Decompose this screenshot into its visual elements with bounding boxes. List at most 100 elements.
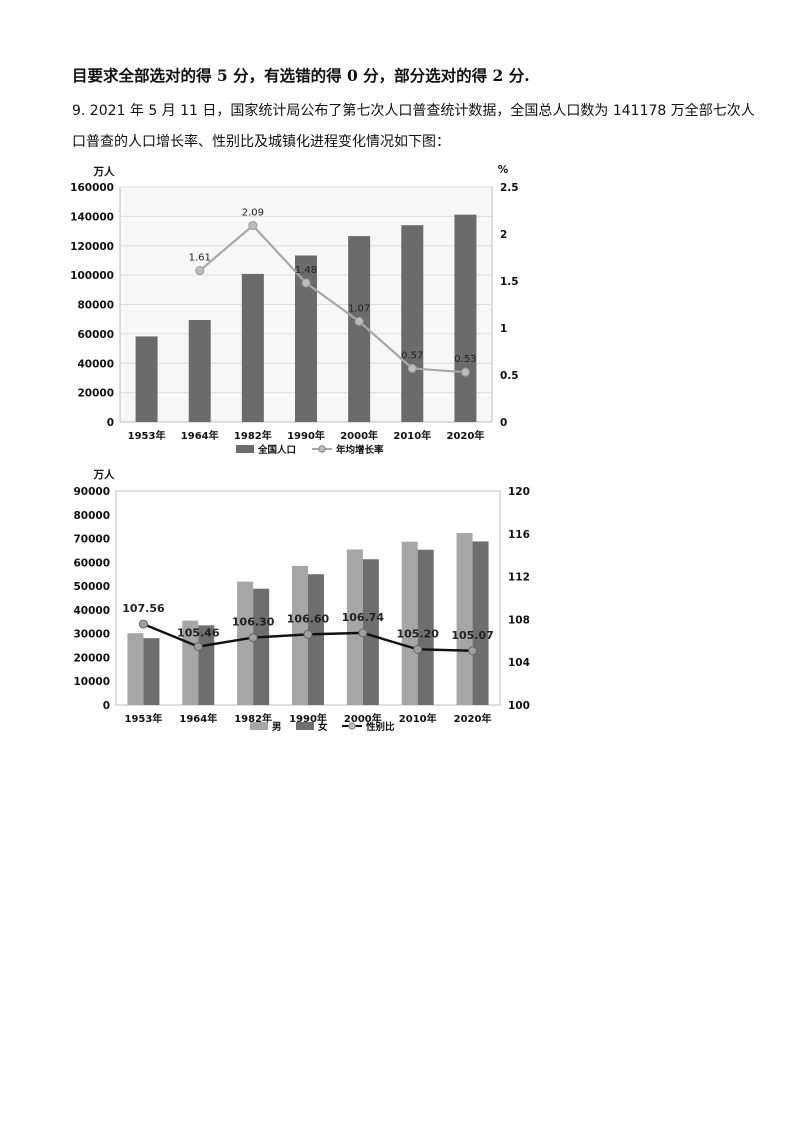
chart1-y-tick-label: 160000 xyxy=(70,182,114,194)
chart2-line-point xyxy=(138,619,148,629)
chart2-bar-1 xyxy=(346,549,363,705)
chart1-y-tick-label: 80000 xyxy=(77,300,114,312)
chart2-bar-1 xyxy=(401,541,418,705)
chart2-bar-1 xyxy=(456,533,473,705)
chart2-y-tick-label: 60000 xyxy=(73,557,110,569)
chart1-line-series xyxy=(199,224,466,374)
chart1-x-tick-label: 1964年 xyxy=(181,429,219,442)
chart1-x-tick-label: 1990年 xyxy=(287,429,325,442)
chart2-data-label: 105.07 xyxy=(451,629,493,642)
chart2-line-point xyxy=(413,644,423,654)
chart1-data-label: 1.07 xyxy=(348,303,370,314)
chart2-x-tick-label: 2010年 xyxy=(399,712,437,725)
chart1-y-tick-label: 40000 xyxy=(77,358,114,370)
chart2-bar-2 xyxy=(143,638,160,705)
chart2-legend-label: 男 xyxy=(272,722,282,733)
chart1-y-tick-label: 100000 xyxy=(70,270,114,282)
chart1-y2-tick-label: 1 xyxy=(500,323,507,335)
chart2-y-tick-label: 80000 xyxy=(73,510,110,522)
chart1-data-label: 2.09 xyxy=(242,208,264,219)
chart2-bar-2 xyxy=(472,541,489,705)
chart2-y2-tick-label: 112 xyxy=(508,572,530,584)
chart2-legend-marker xyxy=(348,722,356,730)
chart1-x-tick-label: 1982年 xyxy=(234,429,272,442)
chart2-x-tick-label: 1990年 xyxy=(289,712,327,725)
chart1-y-tick-label: 140000 xyxy=(70,211,114,223)
chart1-line-point xyxy=(248,221,258,231)
chart1-bar-1 xyxy=(454,214,477,422)
chart2-bar-2 xyxy=(308,574,324,705)
chart1-x-tick-label: 1953年 xyxy=(128,429,166,442)
chart1-bar-1 xyxy=(295,255,317,422)
chart2-bar-2 xyxy=(362,559,379,705)
chart1-line-point xyxy=(407,363,417,373)
chart1-bar-1 xyxy=(135,336,158,422)
chart1-line-point xyxy=(354,316,364,326)
chart1-line-point xyxy=(460,367,470,377)
chart1-data-label: 0.57 xyxy=(401,350,423,361)
chart2-y2-tick-label: 108 xyxy=(508,614,530,626)
chart1-bar-1 xyxy=(241,273,264,422)
chart1-y2-tick-label: 0.5 xyxy=(500,370,519,382)
chart2-data-label: 106.74 xyxy=(342,611,385,624)
chart1-data-label: 0.53 xyxy=(454,354,476,365)
chart2-legend-label: 女 xyxy=(318,721,328,733)
chart1-data-label: 1.48 xyxy=(295,265,317,276)
chart2-y-tick-label: 0 xyxy=(103,700,110,712)
chart2-data-label: 106.30 xyxy=(232,616,275,629)
chart2-y-tick-label: 70000 xyxy=(73,534,110,546)
chart2-y2-tick-label: 104 xyxy=(508,657,530,669)
chart1-legend-label: 年均增长率 xyxy=(336,444,384,456)
chart1-y2-tick-label: 1.5 xyxy=(500,276,519,288)
chart2-bar-1 xyxy=(127,633,144,705)
chart2-data-label: 105.46 xyxy=(177,627,220,640)
chart1-line-point xyxy=(195,266,205,276)
chart2-bar-2 xyxy=(253,588,270,705)
chart1-x-tick-label: 2020年 xyxy=(447,429,485,442)
chart2-x-tick-label: 1964年 xyxy=(179,712,217,725)
chart2-x-tick-label: 2020年 xyxy=(454,712,492,725)
chart1-y-tick-label: 120000 xyxy=(70,241,114,253)
chart2-line-point xyxy=(468,646,478,656)
chart2-y-tick-label: 40000 xyxy=(73,605,110,617)
chart1-y-tick-label: 60000 xyxy=(77,329,114,341)
chart1-y2-tick-label: 2 xyxy=(500,229,507,241)
chart2-y-tick-label: 30000 xyxy=(73,629,110,641)
chart2-y-tick-label: 90000 xyxy=(73,486,110,498)
chart2-data-label: 106.60 xyxy=(287,612,330,625)
chart2-y-tick-label: 50000 xyxy=(73,581,110,593)
chart1-y-tick-label: 0 xyxy=(107,417,114,429)
chart2-line-point xyxy=(193,642,203,652)
chart2-line-point xyxy=(303,629,313,639)
chart2-y-tick-label: 10000 xyxy=(73,676,110,688)
chart1-legend-label: 全国人口 xyxy=(257,444,296,456)
chart2-legend-label: 性别比 xyxy=(366,721,395,733)
chart1-y-unit-label: 万人 xyxy=(93,165,115,178)
chart1-data-label: 1.61 xyxy=(189,253,211,264)
chart1-y-tick-label: 20000 xyxy=(77,388,114,400)
chart1-x-tick-label: 2010年 xyxy=(393,429,431,442)
chart1-bar-1 xyxy=(348,236,371,422)
chart1-y2-tick-label: 0 xyxy=(500,417,507,429)
chart2-y2-tick-label: 100 xyxy=(508,700,530,712)
chart2-y-unit-label: 万人 xyxy=(93,468,115,481)
chart2-x-tick-label: 1953年 xyxy=(125,712,163,725)
chart2-x-tick-label: 1982年 xyxy=(234,712,272,725)
chart1-legend-swatch xyxy=(236,445,254,453)
chart2-data-label: 105.20 xyxy=(396,627,439,640)
chart1-line-point xyxy=(301,278,311,288)
chart2-bar-1 xyxy=(237,581,254,705)
chart2-line-point xyxy=(248,633,258,643)
question-paragraph-line-1: 9. 2021 年 5 月 11 日，国家统计局公布了第七次人口普查统计数据，全… xyxy=(72,103,755,119)
chart2-y2-tick-label: 116 xyxy=(508,529,530,541)
chart2-data-label: 107.56 xyxy=(122,602,165,615)
chart2-x-tick-label: 2000年 xyxy=(344,712,382,725)
chart2-legend-swatch xyxy=(296,722,314,730)
chart1-bar-1 xyxy=(401,225,424,422)
chart2-legend-swatch xyxy=(250,722,268,730)
chart1-bar-1 xyxy=(188,319,211,422)
chart2-line-point xyxy=(358,628,368,638)
chart1-legend-marker xyxy=(318,445,326,453)
chart1-y2-unit-label: % xyxy=(498,164,509,176)
